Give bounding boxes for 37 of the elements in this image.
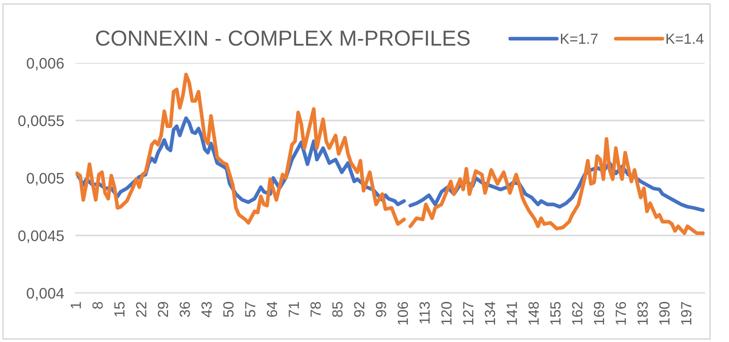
x-tick-label: 50	[223, 302, 234, 317]
x-tick-label: 36	[180, 302, 190, 317]
y-tick-label: 0,0055	[18, 115, 64, 128]
x-tick-label: 71	[288, 302, 299, 317]
x-tick-label: 43	[201, 302, 212, 318]
legend-label: K=1.4	[666, 34, 704, 44]
legend-label: K=1.7	[560, 34, 598, 44]
chart-title: CONNEXIN - COMPLEX M-PROFILES	[96, 30, 470, 46]
x-tick-label: 57	[245, 302, 256, 317]
y-tick-label: 0,005	[26, 172, 64, 186]
x-tick-label: 78	[310, 302, 321, 317]
x-tick-label: 169	[594, 302, 604, 325]
x-tick-label: 141	[506, 302, 517, 325]
x-tick-label: 8	[92, 302, 103, 309]
x-tick-label: 134	[484, 302, 496, 325]
x-tick-label: 29	[158, 302, 168, 317]
x-tick-label: 113	[419, 302, 430, 324]
x-tick-label: 92	[354, 302, 364, 317]
x-tick-label: 15	[114, 302, 125, 316]
x-tick-label: 120	[441, 302, 452, 325]
x-tick-label: 22	[136, 302, 146, 317]
x-tick-label: 99	[376, 302, 386, 317]
x-tick-label: 106	[398, 302, 408, 325]
y-tick-label: 0,004	[26, 288, 64, 300]
x-tick-label: 162	[572, 302, 582, 325]
x-tick-label: 1	[70, 302, 81, 308]
x-tick-label: 176	[616, 302, 626, 325]
x-tick-label: 148	[528, 302, 539, 325]
y-tick-label: 0,006	[26, 58, 64, 70]
x-tick-label: 85	[332, 302, 343, 317]
x-tick-label: 127	[463, 302, 474, 325]
y-tick-label: 0,0045	[18, 230, 64, 243]
x-tick-label: 197	[681, 302, 692, 325]
x-tick-label: 64	[266, 302, 278, 317]
x-tick-label: 183	[637, 302, 648, 325]
x-tick-label: 190	[659, 302, 670, 325]
x-tick-label: 155	[550, 302, 561, 325]
